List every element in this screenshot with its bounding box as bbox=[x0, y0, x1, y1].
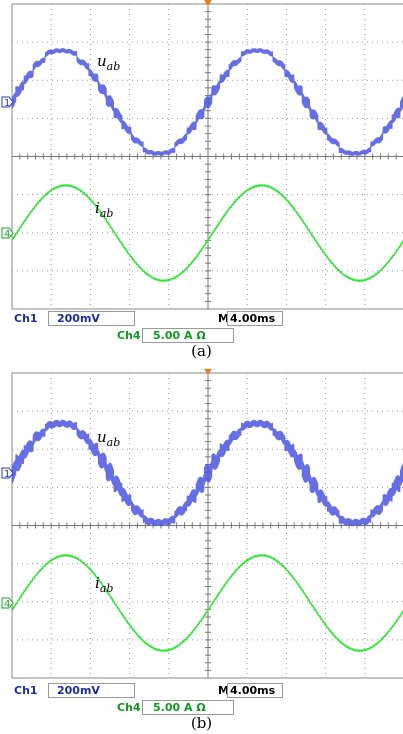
ch4-scale: 5.00 A Ω bbox=[142, 700, 234, 715]
scope-screen-a: 1 uab 4 iab bbox=[1, 0, 403, 310]
trace-label-uab: uab bbox=[97, 428, 120, 449]
trace-label-iab: iab bbox=[95, 199, 113, 220]
panel-caption-a: (a) bbox=[191, 342, 212, 360]
timebase-label: M bbox=[218, 684, 229, 697]
scope-screen-b: 1 uab 4 iab bbox=[1, 369, 403, 679]
trace-label-uab: uab bbox=[97, 52, 120, 73]
trace-iab bbox=[11, 183, 403, 283]
trace-iab bbox=[11, 553, 403, 653]
scope-panel-b: 1 uab 4 iab Ch1 200mV M 4.00ms Ch4 5.00 A Ω… bbox=[0, 367, 403, 734]
ch1-label: Ch1 bbox=[14, 684, 38, 697]
channel-marker-4: 4 bbox=[1, 597, 14, 610]
channel-number: 4 bbox=[4, 229, 10, 240]
panel-caption-b: (b) bbox=[190, 714, 213, 732]
ch1-scale: 200mV bbox=[48, 683, 135, 698]
channel-marker-1: 1 bbox=[1, 467, 14, 480]
ch4-scale: 5.00 A Ω bbox=[142, 328, 234, 343]
channel-number: 1 bbox=[4, 469, 10, 480]
trace-uab bbox=[11, 48, 403, 156]
timebase-value: 4.00ms bbox=[227, 311, 283, 326]
timebase-label: M bbox=[218, 312, 229, 325]
ch1-label: Ch1 bbox=[14, 312, 38, 325]
ch1-scale: 200mV bbox=[48, 311, 135, 326]
ch4-label: Ch4 bbox=[117, 701, 141, 714]
grid bbox=[11, 3, 403, 310]
grid bbox=[11, 372, 403, 679]
trace-label-iab: iab bbox=[95, 574, 113, 595]
status-bar-b: Ch1 200mV M 4.00ms Ch4 5.00 A Ω bbox=[12, 682, 403, 722]
ch4-label: Ch4 bbox=[117, 329, 141, 342]
channel-marker-4: 4 bbox=[1, 227, 14, 240]
trace-uab bbox=[11, 419, 403, 527]
channel-marker-1: 1 bbox=[1, 96, 14, 109]
channel-number: 4 bbox=[4, 599, 10, 610]
status-bar-a: Ch1 200mV M 4.00ms Ch4 5.00 A Ω bbox=[12, 310, 403, 350]
timebase-value: 4.00ms bbox=[227, 683, 283, 698]
trigger-marker-icon bbox=[204, 369, 212, 375]
scope-panel-a: 1 uab 4 iab Ch1 200mV M 4.00ms Ch4 5.00 A Ω… bbox=[1, 0, 403, 360]
channel-number: 1 bbox=[4, 98, 10, 109]
trigger-marker-icon bbox=[204, 0, 212, 6]
